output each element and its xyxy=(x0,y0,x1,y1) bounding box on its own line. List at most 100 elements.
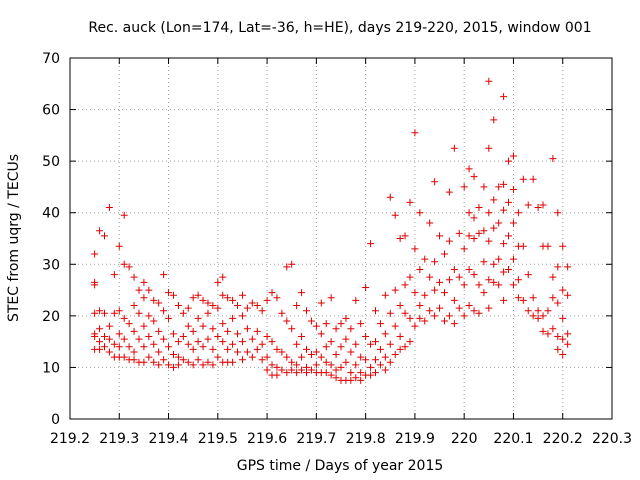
data-point xyxy=(509,152,517,160)
data-point xyxy=(465,265,473,273)
data-point xyxy=(371,338,379,346)
data-point xyxy=(514,276,522,284)
y-axis-label: STEC from uqrg / TECUs xyxy=(6,154,22,322)
data-point xyxy=(544,242,552,250)
data-point xyxy=(470,307,478,315)
data-point xyxy=(362,283,370,291)
data-point xyxy=(347,348,355,356)
data-point xyxy=(426,273,434,281)
data-point xyxy=(406,338,414,346)
data-point xyxy=(450,320,458,328)
data-point xyxy=(549,155,557,163)
x-tick-label: 220.3 xyxy=(592,431,632,447)
data-point xyxy=(401,343,409,351)
data-point xyxy=(480,183,488,191)
data-point xyxy=(445,188,453,196)
data-point xyxy=(554,209,562,217)
data-point xyxy=(495,255,503,263)
data-point xyxy=(371,307,379,315)
data-point xyxy=(490,278,498,286)
data-point xyxy=(539,201,547,209)
data-point xyxy=(110,271,118,279)
data-point xyxy=(396,332,404,340)
data-point xyxy=(243,325,251,333)
data-point xyxy=(184,340,192,348)
data-point xyxy=(288,260,296,268)
data-point xyxy=(194,314,202,322)
data-point xyxy=(450,265,458,273)
data-point xyxy=(485,77,493,85)
data-point xyxy=(544,307,552,315)
data-point xyxy=(155,348,163,356)
data-point xyxy=(115,307,123,315)
data-point xyxy=(505,157,513,165)
data-point xyxy=(204,358,212,366)
data-point xyxy=(263,366,271,374)
data-point xyxy=(91,250,99,258)
data-point xyxy=(485,304,493,312)
data-point xyxy=(179,309,187,317)
data-point xyxy=(391,211,399,219)
data-point xyxy=(455,273,463,281)
data-point xyxy=(431,258,439,266)
data-point xyxy=(564,263,572,271)
data-point xyxy=(381,366,389,374)
data-point xyxy=(490,116,498,124)
data-point xyxy=(189,345,197,353)
data-point xyxy=(386,358,394,366)
data-point xyxy=(125,263,133,271)
data-point xyxy=(179,356,187,364)
data-point xyxy=(342,358,350,366)
data-point xyxy=(505,232,513,240)
data-point xyxy=(362,356,370,364)
data-point xyxy=(278,348,286,356)
data-point xyxy=(475,204,483,212)
data-point xyxy=(303,307,311,315)
data-point xyxy=(490,224,498,232)
data-point xyxy=(293,361,301,369)
data-point xyxy=(509,186,517,194)
data-point xyxy=(347,325,355,333)
data-point xyxy=(204,299,212,307)
data-point xyxy=(96,307,104,315)
data-point xyxy=(411,129,419,137)
data-point xyxy=(490,260,498,268)
data-point xyxy=(455,304,463,312)
data-point xyxy=(135,309,143,317)
data-point xyxy=(115,242,123,250)
data-point xyxy=(120,260,128,268)
data-point xyxy=(342,314,350,322)
y-tick-label: 30 xyxy=(42,257,60,273)
data-point xyxy=(509,281,517,289)
data-point xyxy=(174,353,182,361)
data-point xyxy=(445,312,453,320)
data-point xyxy=(391,322,399,330)
data-point xyxy=(209,325,217,333)
data-point xyxy=(120,353,128,361)
data-point xyxy=(145,286,153,294)
y-tick-label: 20 xyxy=(42,309,60,325)
data-point xyxy=(470,235,478,242)
data-point xyxy=(96,227,104,235)
data-point xyxy=(288,325,296,333)
data-point xyxy=(376,320,384,328)
data-point xyxy=(298,289,306,297)
data-point xyxy=(495,281,503,289)
data-point xyxy=(219,320,227,328)
data-point xyxy=(460,183,468,191)
data-point xyxy=(470,214,478,222)
data-point xyxy=(219,291,227,299)
data-point xyxy=(465,165,473,173)
data-point xyxy=(238,312,246,320)
data-point xyxy=(327,294,335,302)
data-point xyxy=(140,322,148,330)
data-point xyxy=(529,312,537,320)
data-point xyxy=(189,294,197,302)
data-point xyxy=(115,330,123,338)
data-point xyxy=(465,232,473,240)
data-point xyxy=(327,338,335,346)
data-point xyxy=(288,358,296,366)
data-point xyxy=(303,345,311,353)
data-point xyxy=(160,335,168,343)
data-point xyxy=(426,307,434,315)
